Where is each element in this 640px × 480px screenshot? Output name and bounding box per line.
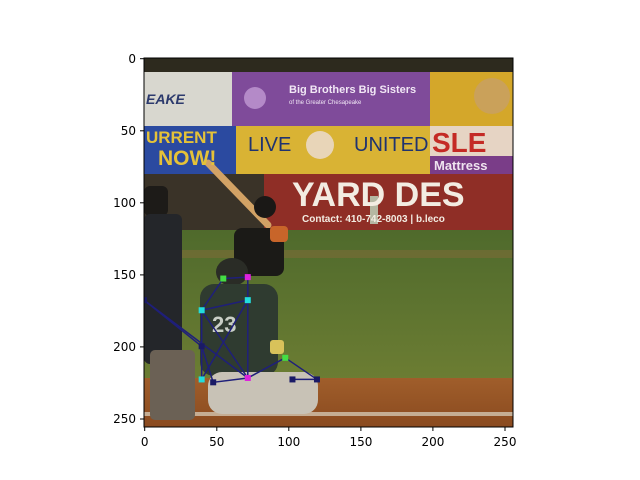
pose-keypoint bbox=[289, 376, 296, 383]
x-axis: 0 50 100 150 200 250 bbox=[141, 427, 517, 449]
pose-edge bbox=[201, 309, 249, 379]
umpire bbox=[144, 186, 195, 420]
banner-white-left bbox=[144, 72, 232, 126]
pose-edge bbox=[200, 346, 214, 383]
banner-text-big-brothers: Big Brothers Big Sisters bbox=[289, 84, 416, 96]
y-tick-label: 0 bbox=[128, 52, 136, 66]
x-tick-label: 0 bbox=[141, 435, 149, 449]
x-tick-label: 200 bbox=[421, 435, 444, 449]
pose-edge bbox=[223, 276, 248, 280]
banner-yard-design bbox=[264, 174, 513, 230]
pose-edge bbox=[201, 278, 224, 311]
jersey-number: 23 bbox=[212, 312, 236, 337]
axes-frame bbox=[143, 57, 514, 428]
pose-keypoint bbox=[244, 374, 251, 381]
pose-edge bbox=[201, 299, 248, 311]
pose-edge bbox=[144, 299, 249, 379]
pose-keypoint bbox=[313, 376, 320, 383]
banner-text-contact: Contact: 410-742-8003 | b.leco bbox=[302, 214, 445, 225]
photo: EAKE Big Brothers Big Sisters of the Gre… bbox=[144, 58, 513, 427]
banner-text-big-brothers-sub: of the Greater Chesapeake bbox=[289, 100, 362, 106]
banner-text-current: URRENT bbox=[146, 128, 217, 147]
pose-keypoint bbox=[220, 275, 227, 282]
banner-text-eake: EAKE bbox=[146, 91, 186, 107]
banner-mattress bbox=[430, 156, 513, 174]
pose-keypoint bbox=[198, 307, 205, 314]
y-tick-label: 250 bbox=[113, 412, 136, 426]
y-tick-label: 200 bbox=[113, 340, 136, 354]
mascot-head bbox=[474, 78, 510, 114]
banner-text-live: LIVE bbox=[248, 134, 291, 156]
banner-text-yard: YARD DES bbox=[292, 176, 465, 214]
pose-keypoint bbox=[244, 297, 251, 304]
y-axis: 0 50 100 150 200 250 bbox=[113, 52, 144, 426]
x-tick-label: 250 bbox=[494, 435, 517, 449]
banner-sle bbox=[430, 126, 513, 156]
banner-text-sle: SLE bbox=[432, 127, 486, 158]
pose-keypoint bbox=[198, 343, 205, 350]
banner-text-now: NOW! bbox=[158, 147, 216, 170]
y-tick-label: 50 bbox=[121, 124, 136, 138]
y-tick-label: 150 bbox=[113, 268, 136, 282]
pose-keypoint bbox=[244, 274, 251, 281]
infield-dirt bbox=[144, 378, 513, 427]
pose-keypoint bbox=[198, 376, 205, 383]
pose-keypoint bbox=[210, 379, 217, 386]
y-tick-label: 100 bbox=[113, 196, 136, 210]
pose-edge bbox=[284, 357, 318, 381]
pose-keypoint bbox=[282, 354, 289, 361]
x-tick-label: 150 bbox=[349, 435, 372, 449]
batter bbox=[204, 159, 288, 276]
x-tick-label: 100 bbox=[277, 435, 300, 449]
pose-edge bbox=[247, 357, 286, 379]
pose-edge bbox=[201, 299, 249, 380]
pose-keypoints bbox=[144, 274, 320, 386]
pose-edge bbox=[213, 377, 248, 384]
pose-keypoint bbox=[144, 297, 147, 304]
banner-text-united: UNITED bbox=[354, 134, 428, 156]
banner-text-mattress: Mattress bbox=[434, 158, 487, 173]
banner-current-now bbox=[144, 126, 236, 174]
x-tick-label: 50 bbox=[209, 435, 224, 449]
